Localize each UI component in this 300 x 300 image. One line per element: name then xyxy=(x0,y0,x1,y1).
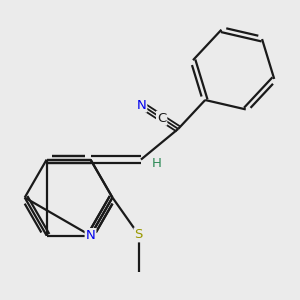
Text: C: C xyxy=(157,112,166,125)
Text: H: H xyxy=(152,158,161,170)
Text: N: N xyxy=(136,98,146,112)
Text: N: N xyxy=(85,229,95,242)
Text: S: S xyxy=(135,228,143,241)
